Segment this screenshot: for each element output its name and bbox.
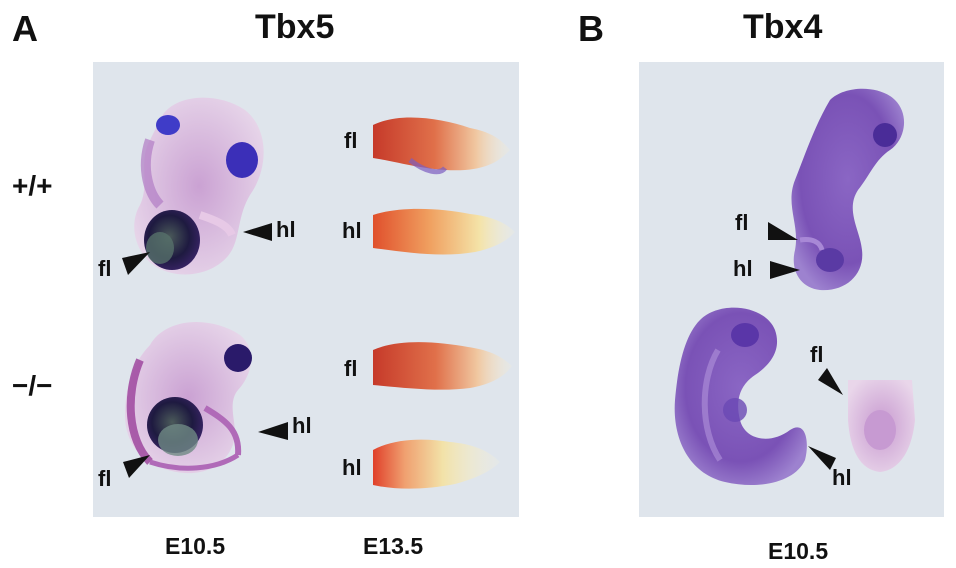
label-wt-embryo-fl: fl	[98, 256, 112, 281]
mut-e105-embryo	[125, 322, 252, 474]
label-b-top-fl: fl	[735, 210, 749, 235]
label-b-bottom-hl: hl	[832, 465, 852, 490]
stage-e135-a: E13.5	[363, 533, 424, 559]
label-b-bottom-fl: fl	[810, 342, 824, 367]
genotype-wt: +/+	[12, 170, 53, 201]
panel-a-gene-title: Tbx5	[255, 8, 335, 46]
label-b-top-hl: hl	[733, 256, 753, 281]
wt-e135-forelimb	[373, 117, 510, 175]
tbx4-embryo-bottom-inset	[845, 376, 915, 474]
tbx4-embryo-top	[791, 88, 905, 291]
tbx4-embryo-bottom	[674, 307, 807, 486]
arrowhead-b-top-hl	[770, 261, 800, 279]
stage-e105-a: E10.5	[165, 533, 226, 559]
panel-b-letter: B	[578, 8, 604, 49]
label-mut-limb-hl: hl	[342, 455, 362, 480]
panel-b-gene-title: Tbx4	[743, 8, 823, 46]
wt-e135-hindlimb	[373, 208, 515, 255]
label-mut-limb-fl: fl	[344, 356, 358, 381]
label-wt-limb-fl: fl	[344, 128, 358, 153]
arrowhead-mut-fl	[123, 455, 150, 478]
label-mut-embryo-fl: fl	[98, 466, 112, 491]
label-mut-embryo-hl: hl	[292, 413, 312, 438]
wt-e105-embryo	[134, 97, 264, 275]
label-wt-limb-hl: hl	[342, 218, 362, 243]
genotype-mut: −/−	[12, 370, 53, 401]
arrowhead-wt-hl	[243, 223, 272, 241]
arrowhead-b-bottom-hl	[808, 446, 836, 470]
stage-e105-b: E10.5	[768, 538, 829, 564]
mut-e135-forelimb	[373, 342, 512, 390]
arrowhead-wt-fl	[122, 252, 150, 275]
label-wt-embryo-hl: hl	[276, 217, 296, 242]
arrowhead-b-bottom-fl	[818, 368, 843, 395]
arrowhead-mut-hl	[258, 422, 288, 440]
mut-e135-hindlimb	[373, 439, 500, 489]
panel-a-letter: A	[12, 8, 38, 49]
arrowhead-b-top-fl	[768, 222, 798, 240]
